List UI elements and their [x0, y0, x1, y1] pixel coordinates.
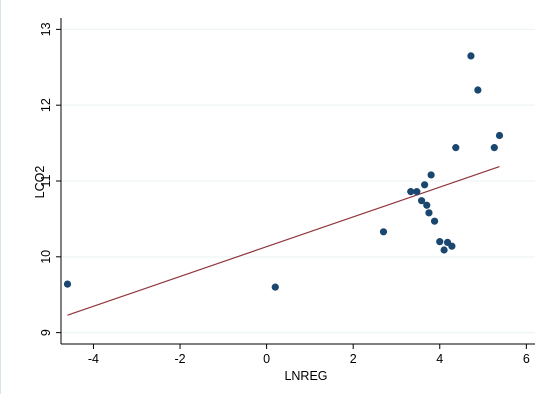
x-axis-title: LNREG [284, 369, 327, 383]
data-point [436, 238, 444, 246]
x-tick-label: -2 [174, 352, 185, 366]
data-point [407, 188, 415, 196]
y-tick-label: 13 [39, 22, 53, 36]
data-point [425, 209, 433, 217]
x-tick-label: 6 [523, 352, 530, 366]
x-tick-label: -4 [88, 352, 99, 366]
data-point [474, 86, 482, 94]
data-point [448, 242, 456, 250]
data-point [495, 131, 504, 140]
data-point [452, 144, 460, 152]
data-point [417, 197, 426, 205]
points-layer [63, 52, 504, 291]
data-point [421, 181, 429, 189]
y-tick-label: 12 [39, 98, 53, 112]
data-point [440, 246, 448, 254]
data-point [467, 52, 475, 60]
x-tick-label: 0 [263, 352, 270, 366]
data-point [490, 144, 498, 152]
fit-line-layer [67, 166, 500, 316]
data-point [423, 201, 431, 209]
fit-line [67, 166, 500, 316]
data-point [430, 217, 439, 225]
data-point [379, 228, 388, 236]
data-point [413, 188, 421, 196]
y-tick-label: 10 [39, 250, 53, 264]
data-point [271, 283, 279, 291]
x-axis: -4 -2 0 2 4 6 [61, 343, 535, 366]
y-tick-label: 11 [39, 174, 53, 187]
y-axis: 9 10 11 12 13 [39, 18, 62, 344]
data-point [427, 171, 435, 179]
x-tick-label: 4 [436, 352, 443, 366]
y-axis-title: LCO2 [33, 166, 47, 199]
data-point [63, 280, 72, 288]
x-tick-label: 2 [350, 352, 357, 366]
y-tick-label: 9 [39, 329, 53, 336]
